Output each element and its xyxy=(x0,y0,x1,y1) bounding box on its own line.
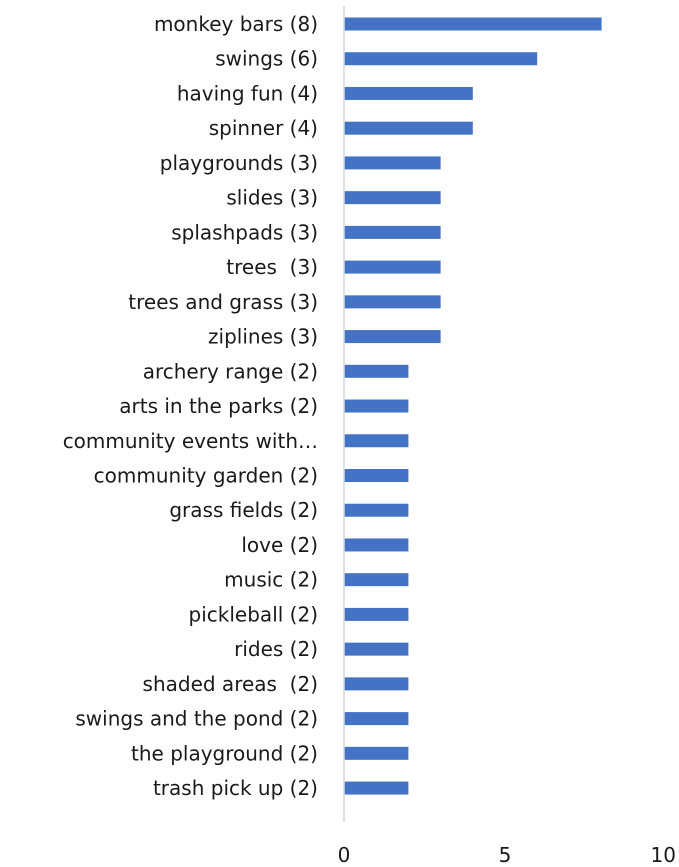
bar xyxy=(344,399,409,413)
x-tick-label: 5 xyxy=(499,843,512,867)
category-label: splashpads (3) xyxy=(171,220,318,244)
bars xyxy=(344,17,602,795)
bar xyxy=(344,712,409,726)
category-label: grass fields (2) xyxy=(169,498,318,522)
bar xyxy=(344,677,409,691)
bar xyxy=(344,781,409,795)
bar xyxy=(344,121,473,135)
category-label: having fun (4) xyxy=(177,81,318,105)
category-label: love (2) xyxy=(241,533,318,557)
bar xyxy=(344,52,538,66)
x-axis-tick-labels: 0 5 10 xyxy=(338,843,676,867)
bar xyxy=(344,17,602,31)
category-label: shaded areas (2) xyxy=(143,672,318,696)
category-label: archery range (2) xyxy=(143,359,318,383)
category-label: music (2) xyxy=(224,568,318,592)
category-label: trees and grass (3) xyxy=(128,290,318,314)
category-label: slides (3) xyxy=(226,186,318,210)
category-label: swings (6) xyxy=(215,47,318,71)
bar xyxy=(344,225,441,239)
bar xyxy=(344,607,409,621)
category-label: playgrounds (3) xyxy=(160,151,318,175)
category-label: swings and the pond (2) xyxy=(75,707,318,731)
category-label: arts in the parks (2) xyxy=(119,394,318,418)
category-label: community events with… xyxy=(63,429,318,453)
category-label: trees (3) xyxy=(226,255,318,279)
bar xyxy=(344,746,409,760)
bar xyxy=(344,330,441,344)
bar xyxy=(344,156,441,170)
bar xyxy=(344,573,409,587)
bar xyxy=(344,642,409,656)
bar xyxy=(344,468,409,482)
bar xyxy=(344,191,441,205)
bar xyxy=(344,260,441,274)
bar xyxy=(344,538,409,552)
bar xyxy=(344,86,473,100)
category-label: rides (2) xyxy=(234,637,318,661)
category-label: the playground (2) xyxy=(131,741,318,765)
bar xyxy=(344,364,409,378)
category-label: spinner (4) xyxy=(209,116,318,140)
category-label: ziplines (3) xyxy=(208,325,318,349)
x-tick-label: 10 xyxy=(651,843,676,867)
bar xyxy=(344,503,409,517)
category-label: community garden (2) xyxy=(94,463,318,487)
category-label: pickleball (2) xyxy=(189,602,318,626)
category-labels: monkey bars (8) swings (6) having fun (4) s… xyxy=(63,12,318,800)
x-tick-label: 0 xyxy=(338,843,351,867)
category-label: trash pick up (2) xyxy=(153,776,318,800)
bar xyxy=(344,295,441,309)
bar xyxy=(344,434,409,448)
category-label: monkey bars (8) xyxy=(154,12,318,36)
